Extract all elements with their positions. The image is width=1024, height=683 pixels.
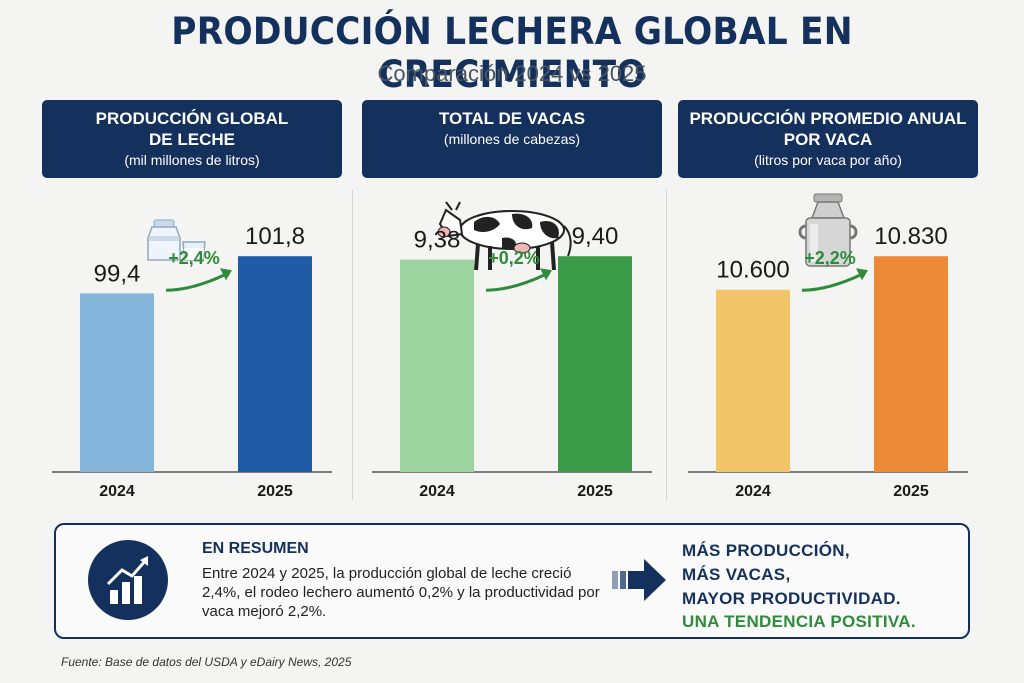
- category-label: 2025: [893, 483, 929, 500]
- panel-header: TOTAL DE VACAS (millones de cabezas): [362, 100, 662, 178]
- bar: [716, 289, 790, 472]
- yield-per-cow-chart: 10.600 2024 10.830 2025 +2,2%: [688, 193, 968, 500]
- growth-chart-icon: [88, 540, 168, 620]
- bar: [80, 293, 154, 472]
- panel-milk-production: PRODUCCIÓN GLOBAL DE LECHE (mil millones…: [42, 100, 342, 500]
- source-note: Fuente: Base de datos del USDA y eDairy …: [61, 655, 352, 669]
- panel-divider: [666, 190, 667, 500]
- panel-unit: (mil millones de litros): [124, 152, 260, 168]
- bar-value-label: 10.600: [716, 257, 789, 284]
- growth-arrowhead: [220, 268, 232, 281]
- conclusion-highlight: UNA TENDENCIA POSITIVA.: [682, 612, 916, 631]
- category-label: 2024: [735, 483, 771, 500]
- panel-unit: (litros por vaca por año): [754, 152, 902, 168]
- page-title: PRODUCCIÓN LECHERA GLOBAL EN CRECIMIENTO: [171, 10, 853, 96]
- bar-value-label: 101,8: [245, 223, 305, 250]
- growth-arrow: [801, 272, 863, 292]
- panel-cow-count: TOTAL DE VACAS (millones de cabezas) 9,3…: [362, 100, 662, 500]
- bar-value-label: 9,38: [414, 227, 461, 254]
- bar: [238, 256, 312, 472]
- panel-header: PRODUCCIÓN PROMEDIO ANUAL POR VACA (litr…: [678, 100, 978, 178]
- conclusion-line: MAYOR PRODUCTIVIDAD.: [682, 589, 901, 608]
- category-label: 2025: [257, 483, 293, 500]
- bar: [558, 256, 632, 472]
- panel-title: PRODUCCIÓN GLOBAL DE LECHE: [95, 109, 289, 149]
- panel-header: PRODUCCIÓN GLOBAL DE LECHE (mil millones…: [42, 100, 342, 178]
- growth-arrowhead: [540, 268, 552, 281]
- panel-divider: [352, 190, 353, 500]
- milk-bottle-glass-icon: [147, 219, 206, 261]
- growth-arrow: [485, 272, 547, 292]
- change-label: +2,4%: [168, 248, 220, 268]
- category-label: 2024: [419, 483, 455, 500]
- conclusion-line: MÁS VACAS,: [682, 565, 791, 584]
- cow-icon: [437, 201, 572, 271]
- panel-unit: (millones de cabezas): [443, 131, 581, 147]
- conclusion-line: MÁS PRODUCCIÓN,: [682, 541, 850, 560]
- category-label: 2024: [99, 483, 135, 500]
- right-arrow-icon: [612, 559, 666, 601]
- bar-value-label: 10.830: [874, 223, 947, 250]
- bar: [874, 256, 948, 472]
- summary-title: EN RESUMEN: [202, 540, 309, 557]
- milk-can-icon: [798, 193, 858, 267]
- panel-title: TOTAL DE VACAS: [438, 109, 586, 128]
- summary-box: EN RESUMEN Entre 2024 y 2025, la producc…: [54, 523, 970, 639]
- growth-arrow: [165, 272, 227, 292]
- bar-value-label: 9,40: [572, 223, 619, 250]
- change-label: +0,2%: [488, 248, 540, 268]
- milk-production-chart: 99,4 2024 101,8 2025 +2,4%: [52, 219, 332, 500]
- change-label: +2,2%: [804, 248, 856, 268]
- panel-yield-per-cow: PRODUCCIÓN PROMEDIO ANUAL POR VACA (litr…: [678, 100, 978, 500]
- bar: [400, 259, 474, 472]
- bar-value-label: 99,4: [94, 260, 141, 287]
- panel-title: PRODUCCIÓN PROMEDIO ANUAL POR VACA: [689, 109, 967, 149]
- cow-count-chart: 9,38 2024 9,40 2025 +0,2%: [372, 201, 652, 500]
- page-subtitle: Comparación 2024 vs 2025: [377, 61, 647, 86]
- growth-arrowhead: [856, 268, 868, 281]
- summary-text: Entre 2024 y 2025, la producción global …: [202, 565, 600, 620]
- category-label: 2025: [577, 483, 613, 500]
